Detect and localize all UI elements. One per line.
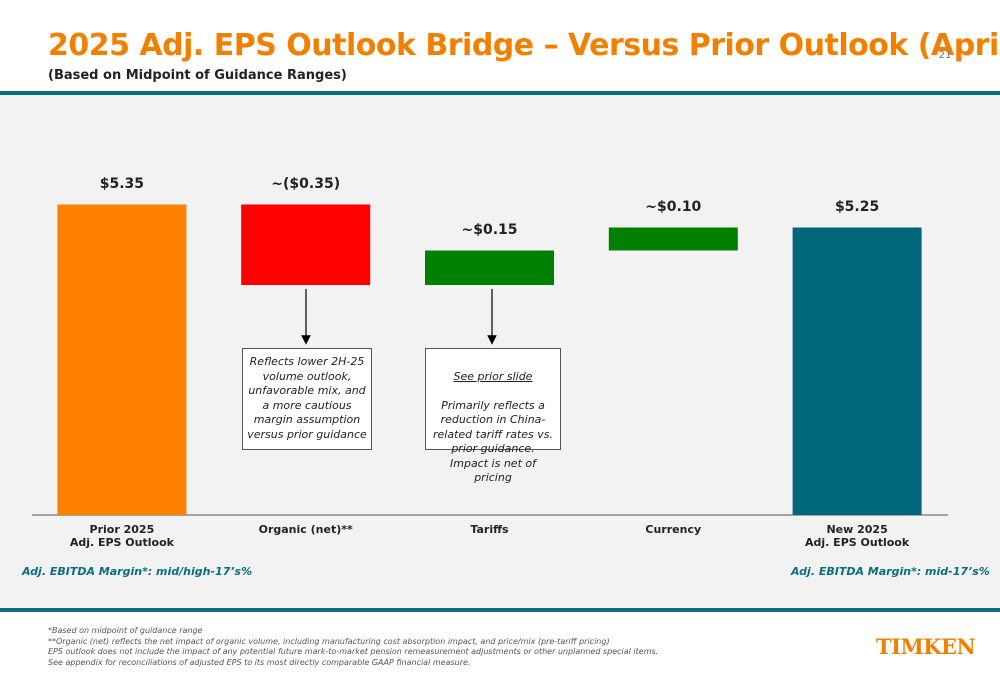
footnotes: *Based on midpoint of guidance range **O…	[48, 626, 659, 667]
top-rule	[0, 91, 1000, 95]
subtitle: (Based on Midpoint of Guidance Ranges)	[48, 68, 347, 83]
annotation-link: See prior slide	[453, 369, 533, 383]
value-label: ~$0.15	[461, 221, 518, 238]
logo: TIMKEN	[876, 634, 976, 659]
bottom-rule	[0, 608, 1000, 612]
bar	[241, 204, 371, 285]
annotation-text: Primarily reflects a reduction in China-…	[432, 398, 554, 485]
annotation: See prior slide Primarily reflects a red…	[425, 348, 561, 484]
title: 2025 Adj. EPS Outlook Bridge – Versus Pr…	[48, 28, 1000, 63]
value-label: ~($0.35)	[271, 175, 341, 192]
margin-note: Adj. EBITDA Margin*: mid/high-17’s%	[22, 565, 253, 578]
value-label: ~$0.10	[645, 198, 702, 215]
value-label: $5.25	[834, 198, 880, 215]
x-tick-label: Organic (net)**	[258, 523, 353, 536]
bar	[57, 204, 187, 515]
margin-note: Adj. EBITDA Margin*: mid-17’s%	[791, 565, 990, 578]
page-number: 21	[938, 50, 952, 61]
bar	[608, 227, 738, 251]
value-label: $5.35	[99, 175, 145, 192]
x-tick-label: Currency	[645, 523, 702, 536]
annotation: Reflects lower 2H-25 volume outlook, unf…	[242, 348, 372, 450]
x-tick-label: Prior 2025 Adj. EPS Outlook	[69, 523, 174, 549]
x-tick-label: Tariffs	[470, 523, 509, 536]
bar	[425, 250, 554, 285]
bar	[792, 227, 922, 515]
x-tick-label: New 2025 Adj. EPS Outlook	[805, 523, 910, 549]
